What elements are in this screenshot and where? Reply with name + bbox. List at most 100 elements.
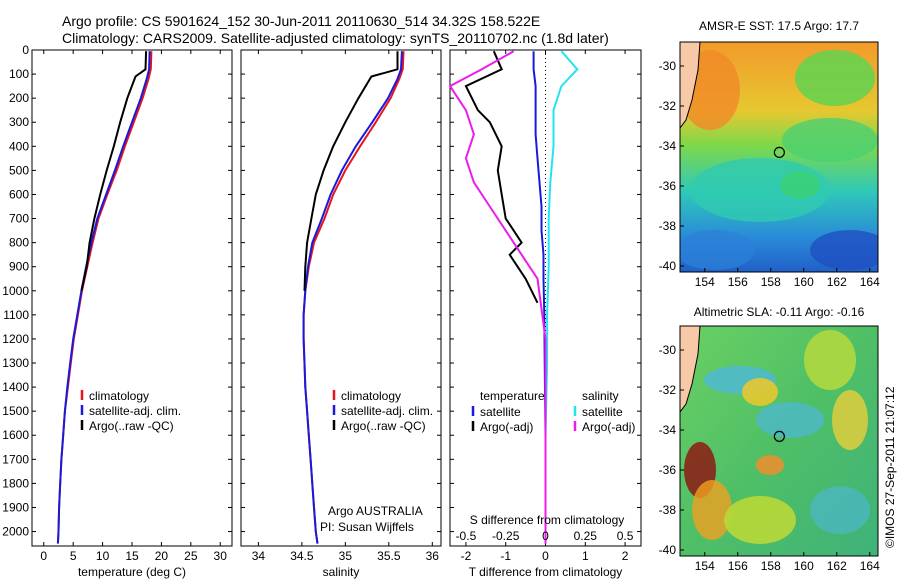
y-tick-label: 1400 [2, 380, 29, 394]
x-axis-label-salinity: S difference from climatology [470, 513, 625, 527]
map-y-tick-label: -30 [659, 343, 677, 357]
land-australia [680, 42, 701, 129]
y-tick-label: 1200 [2, 332, 29, 346]
y-tick-label: 1900 [2, 500, 29, 514]
y-tick-label: 2000 [2, 525, 29, 539]
map-x-tick-label: 160 [794, 275, 814, 289]
legend-label: satellite [480, 405, 521, 419]
salinity-tick-label: 0.25 [574, 529, 598, 543]
argo-position-marker [773, 146, 785, 158]
sst-map-title: AMSR-E SST: 17.5 Argo: 17.7 [699, 19, 859, 33]
temperature-panel: 0 5 10 15 20 25 300100200300400500600700800900… [2, 43, 233, 579]
map-y-tick-label: -38 [659, 219, 677, 233]
y-tick-label: 1600 [2, 428, 29, 442]
land-australia [680, 326, 701, 413]
plot-frame [240, 49, 442, 547]
title-line-1: Argo profile: CS 5901624_152 30-Jun-2011… [62, 13, 541, 29]
y-tick-label: 1500 [2, 404, 29, 418]
x-tick-label: 5 [70, 549, 77, 563]
series-line-1 [464, 50, 539, 304]
legend-heading-temperature: temperature [480, 389, 545, 403]
map-y-tick-label: -40 [659, 259, 677, 273]
legend-label: Argo(-adj) [480, 420, 533, 434]
map-x-tick-label: 154 [695, 559, 715, 573]
x-tick-label: 25 [184, 549, 198, 563]
legend-heading-salinity: salinity [582, 389, 619, 403]
imos-timestamp: ©IMOS 27-Sep-2011 21:07:12 [883, 386, 897, 548]
y-tick-label: 400 [9, 139, 29, 153]
x-axis-label: salinity [323, 565, 360, 579]
sst-map: 154 156 158 160 162 164 -30 -32 -34 -36 -38 -40 [659, 41, 880, 289]
y-tick-label: 600 [9, 187, 29, 201]
y-tick-label: 300 [9, 115, 29, 129]
y-tick-label: 1000 [2, 284, 29, 298]
map-x-tick-label: 162 [827, 559, 847, 573]
map-x-tick-label: 156 [728, 275, 748, 289]
map-y-tick-label: -38 [659, 503, 677, 517]
map-y-tick-label: -36 [659, 463, 677, 477]
x-tick-label: 36 [426, 549, 440, 563]
x-tick-label: 10 [96, 549, 110, 563]
x-tick-label: 0 [542, 549, 549, 563]
x-tick-label: -2 [461, 549, 472, 563]
map-y-tick-label: -36 [659, 179, 677, 193]
x-tick-label: 0 [40, 549, 47, 563]
salinity-panel: 34 34.5 35 35.5 36 salinity climatologysatelli… [240, 49, 442, 579]
x-axis-label: T difference from climatology [469, 565, 623, 579]
salinity-tick-label: 0 [542, 529, 549, 543]
x-tick-label: 20 [155, 549, 169, 563]
x-tick-label: 34 [252, 549, 266, 563]
series-line-2 [80, 51, 148, 292]
sst-map-frame [679, 41, 879, 273]
legend-label: Argo(..raw -QC) [89, 419, 174, 433]
salinity-tick-label: -0.25 [492, 529, 520, 543]
y-tick-label: 1800 [2, 476, 29, 490]
sla-map: 154 156 158 160 162 164 -30 -32 -34 -36 -38 -40 [659, 325, 880, 573]
series-line-3 [448, 50, 547, 544]
x-tick-label: 2 [622, 549, 629, 563]
map-y-tick-label: -32 [659, 383, 677, 397]
x-tick-label: 15 [125, 549, 139, 563]
y-tick-label: 1700 [2, 452, 29, 466]
y-tick-label: 800 [9, 236, 29, 250]
map-y-tick-label: -40 [659, 543, 677, 557]
map-y-tick-label: -34 [659, 139, 677, 153]
salinity-tick-label: 0.5 [617, 529, 634, 543]
x-tick-label: 35 [339, 549, 353, 563]
y-tick-label: 500 [9, 163, 29, 177]
y-tick-label: 200 [9, 91, 29, 105]
series-line-2 [544, 50, 579, 544]
map-y-tick-label: -32 [659, 99, 677, 113]
title-line-2: Climatology: CARS2009. Satellite-adjuste… [62, 30, 609, 46]
map-x-tick-label: 164 [860, 275, 880, 289]
map-y-tick-label: -30 [659, 59, 677, 73]
y-tick-label: 700 [9, 212, 29, 226]
salinity-tick-label: -0.5 [456, 529, 477, 543]
x-tick-label: -1 [500, 549, 511, 563]
series-line-2 [303, 51, 399, 291]
x-tick-label: 30 [214, 549, 228, 563]
map-x-tick-label: 156 [728, 559, 748, 573]
legend-label: climatology [341, 389, 401, 403]
y-tick-label: 100 [9, 67, 29, 81]
y-tick-label: 1300 [2, 356, 29, 370]
y-tick-label: 1100 [3, 308, 29, 322]
legend-label: Argo(-adj) [582, 420, 635, 434]
x-tick-label: 34.5 [290, 549, 314, 563]
x-tick-label: 1 [582, 549, 589, 563]
argo-australia-label: Argo AUSTRALIA [328, 504, 423, 518]
legend-label: climatology [89, 389, 149, 403]
map-x-tick-label: 158 [761, 275, 781, 289]
difference-panel: -2 -1 0 1 2 T difference from climatology temp… [448, 49, 642, 579]
map-x-tick-label: 164 [860, 559, 880, 573]
sst-map-patches [680, 42, 878, 270]
map-y-tick-label: -34 [659, 423, 677, 437]
pi-label: PI: Susan Wijffels [320, 520, 414, 534]
plot-frame [31, 49, 233, 547]
x-tick-label: 35.5 [377, 549, 401, 563]
map-x-tick-label: 160 [794, 559, 814, 573]
map-x-tick-label: 158 [761, 559, 781, 573]
legend-label: satellite [582, 405, 623, 419]
y-tick-label: 0 [22, 43, 29, 57]
y-tick-label: 900 [9, 260, 29, 274]
